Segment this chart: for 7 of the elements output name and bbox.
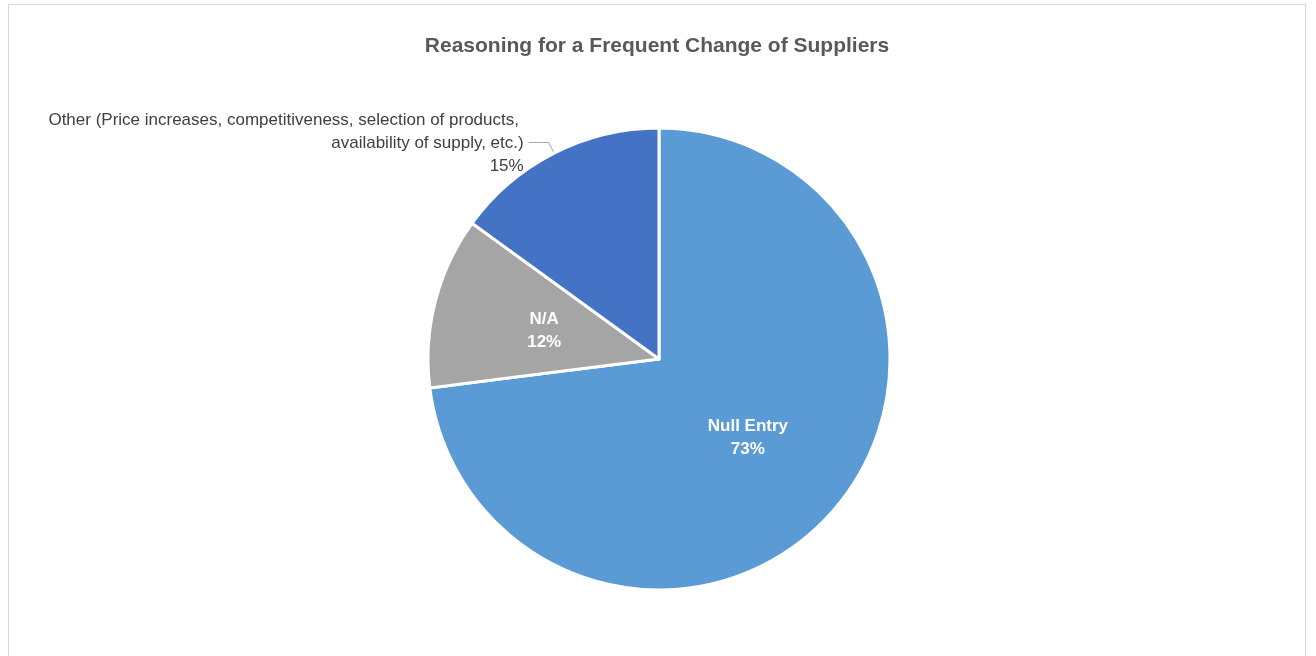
data-label: 73% [730,439,765,459]
data-label: 15% [489,155,524,175]
slice-label: N/A [529,308,559,328]
chart-title: Reasoning for a Frequent Change of Suppliers [424,33,890,56]
slice-label: Other (Price increases, competitiveness, selection of products, availability of supply, etc.) [48,109,524,152]
data-label: 12% [527,331,562,351]
slice-label: Null Entry [707,416,789,436]
